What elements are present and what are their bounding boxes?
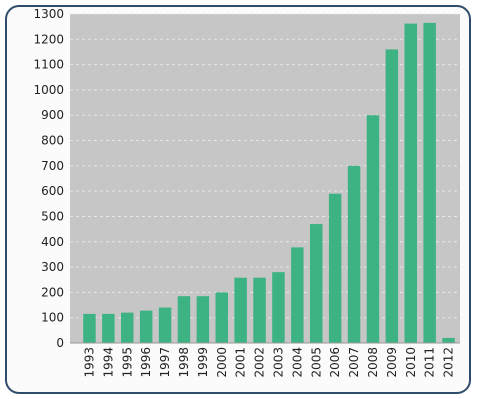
bar-2004	[291, 247, 304, 343]
y-tick-label: 1000	[33, 83, 64, 97]
bar-2001	[234, 277, 247, 343]
y-tick-label: 200	[41, 285, 64, 299]
x-tick-label: 2001	[234, 347, 248, 378]
x-tick-label: 2012	[442, 347, 456, 378]
x-tick-label: 2003	[271, 347, 285, 378]
bar-2008	[366, 115, 380, 343]
x-tick-label: 1999	[196, 347, 210, 378]
bar-2000	[215, 292, 228, 343]
x-tick-label: 1997	[158, 347, 172, 378]
bar-1999	[196, 296, 210, 343]
x-tick-label: 2009	[385, 347, 399, 378]
y-tick-label: 1200	[33, 32, 64, 46]
bar-2005	[310, 224, 323, 343]
x-tick-label: 2002	[253, 347, 267, 378]
x-tick-label: 2005	[309, 347, 323, 378]
x-tick-label: 2011	[423, 347, 437, 378]
x-tick-label: 1994	[101, 347, 115, 378]
y-tick-label: 400	[41, 235, 64, 249]
x-tick-label: 1996	[139, 347, 153, 378]
y-tick-label: 100	[41, 311, 64, 325]
bar-2002	[253, 277, 266, 343]
y-tick-label: 500	[41, 209, 64, 223]
x-tick-label: 2007	[347, 347, 361, 378]
bar-2011	[423, 22, 436, 343]
y-tick-label: 800	[41, 134, 64, 148]
y-tick-label: 900	[41, 108, 64, 122]
bar-2006	[328, 193, 342, 343]
x-tick-label: 1993	[82, 347, 96, 378]
y-tick-label: 700	[41, 159, 64, 173]
bar-1993	[83, 313, 96, 343]
x-tick-label: 2000	[215, 347, 229, 378]
bar-1995	[121, 312, 134, 343]
y-tick-label: 300	[41, 260, 64, 274]
y-axis-ticks: 0 100 200 300 400 500 600 700 800 900 1000 1100 1200…	[33, 7, 64, 350]
bar-2007	[347, 165, 361, 343]
y-tick-label: 1300	[33, 7, 64, 21]
x-tick-label: 1995	[120, 347, 134, 378]
x-tick-label: 2008	[366, 347, 380, 378]
bar-1994	[102, 313, 115, 343]
x-tick-label: 1998	[177, 347, 191, 378]
bar-2010	[404, 23, 417, 344]
x-tick-label: 2004	[290, 347, 304, 378]
x-tick-label: 2006	[328, 347, 342, 378]
y-tick-label: 0	[56, 336, 64, 350]
y-tick-label: 1100	[33, 58, 64, 72]
bar-2012	[442, 337, 455, 343]
bar-2009	[385, 49, 399, 343]
x-axis-ticks: 1993 1994 1995 1996 1997 1998 1999 2000 2001 2002…	[82, 347, 455, 378]
y-tick-label: 600	[41, 184, 64, 198]
bar-2003	[272, 272, 285, 343]
bar-1998	[177, 296, 191, 343]
bar-1997	[158, 307, 172, 343]
x-tick-label: 2010	[404, 347, 418, 378]
bar-1996	[139, 310, 153, 343]
bars	[83, 22, 455, 344]
